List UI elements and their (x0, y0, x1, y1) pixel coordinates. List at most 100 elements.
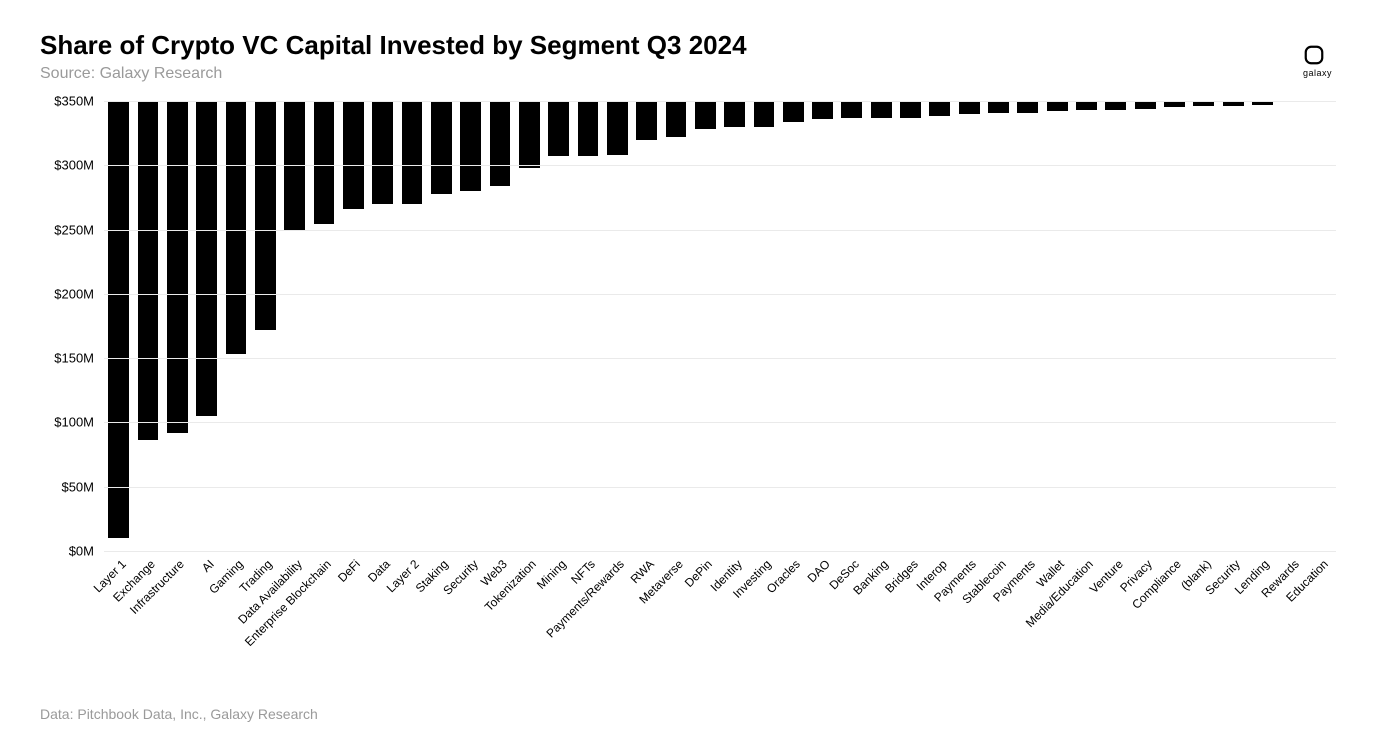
y-tick-label: $350M (54, 94, 94, 109)
bar (1017, 101, 1038, 113)
x-label-column: AI (194, 553, 219, 673)
chart-subtitle: Source: Galaxy Research (40, 65, 1336, 83)
bar (519, 101, 540, 168)
bar (578, 101, 599, 156)
y-tick-label: $200M (54, 286, 94, 301)
bar (108, 101, 129, 538)
bar (636, 101, 657, 140)
bar (988, 101, 1009, 113)
gridline (104, 358, 1336, 359)
bar-column (223, 101, 248, 551)
bar-column (810, 101, 835, 551)
bar (1105, 101, 1126, 110)
bar (548, 101, 569, 156)
bar-column (311, 101, 336, 551)
x-label-column: Media/Education (1074, 553, 1099, 673)
bar (490, 101, 511, 186)
bar-column (1220, 101, 1245, 551)
bar-column (605, 101, 630, 551)
bar-column (869, 101, 894, 551)
x-label-column: RWA (634, 553, 659, 673)
bar-column (1191, 101, 1216, 551)
x-label-column: Venture (1103, 553, 1128, 673)
bar (167, 101, 188, 433)
x-label-column: Layer 1 (106, 553, 131, 673)
bar (607, 101, 628, 155)
bar (666, 101, 687, 137)
x-label-column: Tokenization (517, 553, 542, 673)
bar-column (957, 101, 982, 551)
x-label-column: (blank) (1191, 553, 1216, 673)
gridline (104, 101, 1336, 102)
bar (1047, 101, 1068, 111)
bar-column (751, 101, 776, 551)
bar-column (458, 101, 483, 551)
gridline (104, 165, 1336, 166)
x-tick-label: DeFi (335, 557, 363, 585)
gridline (104, 230, 1336, 231)
x-label-column: DePin (693, 553, 718, 673)
bar (929, 101, 950, 116)
bar-column (575, 101, 600, 551)
x-label-column: Security (1220, 553, 1245, 673)
bar (460, 101, 481, 191)
bar-column (986, 101, 1011, 551)
bar (255, 101, 276, 330)
bars-group (104, 101, 1336, 551)
bar (343, 101, 364, 209)
bar-column (1015, 101, 1040, 551)
x-label-column: Payments (957, 553, 982, 673)
x-label-column: Enterprise Blockchain (311, 553, 336, 673)
x-label-column: Bridges (898, 553, 923, 673)
bar (196, 101, 217, 416)
x-label-column: Identity (722, 553, 747, 673)
x-label-column: DAO (810, 553, 835, 673)
galaxy-logo-icon (1303, 44, 1325, 66)
bar-column (429, 101, 454, 551)
chart-footer: Data: Pitchbook Data, Inc., Galaxy Resea… (40, 706, 318, 722)
bar-column (370, 101, 395, 551)
x-label-column: Interop (927, 553, 952, 673)
bar-column (517, 101, 542, 551)
bar-column (693, 101, 718, 551)
bar (431, 101, 452, 194)
y-tick-label: $0M (69, 544, 94, 559)
galaxy-logo: galaxy (1303, 44, 1332, 78)
bar (695, 101, 716, 129)
x-tick-label: AI (199, 557, 217, 575)
y-tick-label: $150M (54, 351, 94, 366)
bar (314, 101, 335, 224)
x-label-column: Rewards (1279, 553, 1304, 673)
x-label-column: Payments/Rewards (605, 553, 630, 673)
bar-column (135, 101, 160, 551)
bar-column (1162, 101, 1187, 551)
bar (138, 101, 159, 440)
x-label-column: Education (1308, 553, 1333, 673)
y-tick-label: $300M (54, 158, 94, 173)
bar-column (1074, 101, 1099, 551)
y-tick-label: $250M (54, 222, 94, 237)
bar (783, 101, 804, 122)
x-label-column: DeSoc (839, 553, 864, 673)
chart-container: Share of Crypto VC Capital Invested by S… (0, 0, 1376, 744)
y-axis: $0M$50M$100M$150M$200M$250M$300M$350M (40, 101, 100, 551)
x-label-column: Oracles (781, 553, 806, 673)
galaxy-logo-text: galaxy (1303, 68, 1332, 78)
bar (724, 101, 745, 127)
x-label-column: Layer 2 (399, 553, 424, 673)
bar (841, 101, 862, 118)
bar-column (165, 101, 190, 551)
bar-column (1132, 101, 1157, 551)
x-label-column: Security (458, 553, 483, 673)
gridline (104, 294, 1336, 295)
bar (959, 101, 980, 114)
bar-column (106, 101, 131, 551)
gridline (104, 551, 1336, 552)
chart-area: $0M$50M$100M$150M$200M$250M$300M$350M La… (40, 101, 1336, 661)
bar-column (399, 101, 424, 551)
y-tick-label: $100M (54, 415, 94, 430)
x-label-column: Compliance (1162, 553, 1187, 673)
x-label-column: Data (370, 553, 395, 673)
bar (754, 101, 775, 127)
bar-column (898, 101, 923, 551)
